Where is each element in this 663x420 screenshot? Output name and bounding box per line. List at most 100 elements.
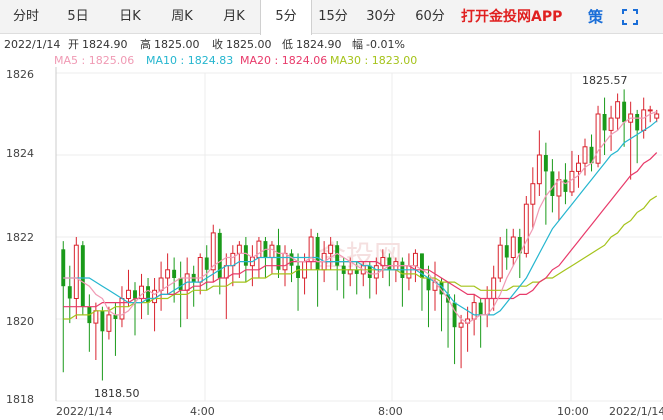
legend-ma20-name: MA20 <box>240 54 271 67</box>
ma10-line <box>63 120 658 316</box>
candle <box>87 294 92 352</box>
ma30-line <box>63 195 658 320</box>
candle-body <box>654 113 660 119</box>
candle-body <box>133 290 137 299</box>
candle <box>426 265 431 328</box>
candle-body <box>354 269 359 274</box>
candle <box>113 302 118 356</box>
info-close-label: 收 <box>212 37 223 51</box>
candle-body <box>452 302 457 328</box>
candle <box>602 97 607 155</box>
candle <box>530 167 536 229</box>
y-tick-label: 1818 <box>6 393 34 406</box>
strategy-button[interactable]: 策 <box>588 8 604 26</box>
candle-body <box>647 109 653 112</box>
candle <box>556 171 562 221</box>
ohlc-info: 2022/1/14 开 1824.90 高 1825.00 收 1825.00 … <box>4 37 405 51</box>
candle-body <box>471 302 477 320</box>
candle-body <box>569 170 575 193</box>
candle <box>184 257 190 319</box>
legend-ma10-value: 1824.83 <box>188 54 234 67</box>
candle-body <box>523 203 529 254</box>
candle-body <box>602 114 607 131</box>
candle-body <box>406 265 412 279</box>
candle-body <box>426 278 431 291</box>
candle-body <box>608 117 614 131</box>
max-price-label: 1825.57 <box>582 74 628 87</box>
tab-5-day[interactable]: 5日 <box>67 9 89 24</box>
candle-body <box>550 171 555 196</box>
tab-timeshare[interactable]: 分时 <box>12 9 39 24</box>
x-tick-label: 2022/1/14 <box>56 405 112 418</box>
candle <box>133 282 137 336</box>
candle <box>296 253 300 311</box>
tab-15-min[interactable]: 15分 <box>318 9 348 24</box>
grid-lines <box>55 67 662 402</box>
candle <box>302 253 308 295</box>
info-open-label: 开 <box>68 38 79 51</box>
ma20-line <box>63 152 658 308</box>
candle-body <box>517 237 522 254</box>
candle <box>523 196 529 258</box>
legend-ma20-value: 1824.06 <box>282 54 328 67</box>
candle <box>243 237 248 283</box>
candle-body <box>146 286 150 303</box>
candle <box>595 105 601 168</box>
candle-body <box>582 146 588 164</box>
candle <box>497 237 503 283</box>
candle <box>628 101 634 180</box>
x-tick-label: 8:00 <box>378 405 403 418</box>
candles <box>61 89 660 381</box>
info-high-label: 高 <box>140 37 151 51</box>
candle <box>452 294 457 365</box>
candle-body <box>230 252 236 267</box>
info-close: 1825.00 <box>226 38 272 51</box>
candle-body <box>204 257 209 270</box>
tab-60-min[interactable]: 60分 <box>415 9 445 24</box>
tab-weekly-k[interactable]: 周K <box>171 9 193 24</box>
candle <box>67 265 72 324</box>
legend-ma10-name: MA10 <box>146 54 177 67</box>
candle-body <box>315 237 320 270</box>
tab-30-min[interactable]: 30分 <box>366 9 396 24</box>
candle-body <box>530 183 536 205</box>
candle <box>569 150 575 196</box>
candle <box>458 314 464 369</box>
candle-body <box>210 232 216 271</box>
candle-body <box>243 245 248 266</box>
candle-body <box>367 265 372 278</box>
candle-body <box>73 244 79 299</box>
candle <box>622 89 627 147</box>
candle <box>420 253 424 311</box>
candle-body <box>119 298 125 320</box>
period-tab-bar: 分时 5日 日K 周K 月K 5分 15分 30分 60分 打开金投网APP 策 <box>0 0 663 35</box>
candle <box>576 155 581 188</box>
candle-body <box>478 302 483 315</box>
tab-daily-k[interactable]: 日K <box>119 9 141 24</box>
candle <box>550 159 555 213</box>
candle <box>210 224 216 283</box>
candle <box>158 261 164 311</box>
candle-body <box>536 154 542 185</box>
candle-body <box>178 278 183 291</box>
candle <box>165 253 171 295</box>
candle-body <box>217 232 222 278</box>
candle-body <box>615 101 621 119</box>
candle <box>615 93 621 131</box>
candle <box>367 261 372 299</box>
open-app-link[interactable]: 打开金投网APP <box>461 9 563 25</box>
candle-body <box>172 269 177 278</box>
candle <box>308 228 314 270</box>
fullscreen-icon[interactable] <box>622 9 638 25</box>
candle-body <box>61 249 66 287</box>
candle-body <box>576 162 581 172</box>
candle <box>504 228 509 270</box>
candle <box>484 286 490 328</box>
candle-body <box>152 289 158 304</box>
tab-monthly-k[interactable]: 月K <box>223 9 245 24</box>
candle-body <box>641 109 647 131</box>
candle-body <box>328 244 334 254</box>
tab-5-min[interactable]: 5分 <box>260 0 312 35</box>
candle <box>146 278 150 315</box>
candle <box>126 269 131 307</box>
